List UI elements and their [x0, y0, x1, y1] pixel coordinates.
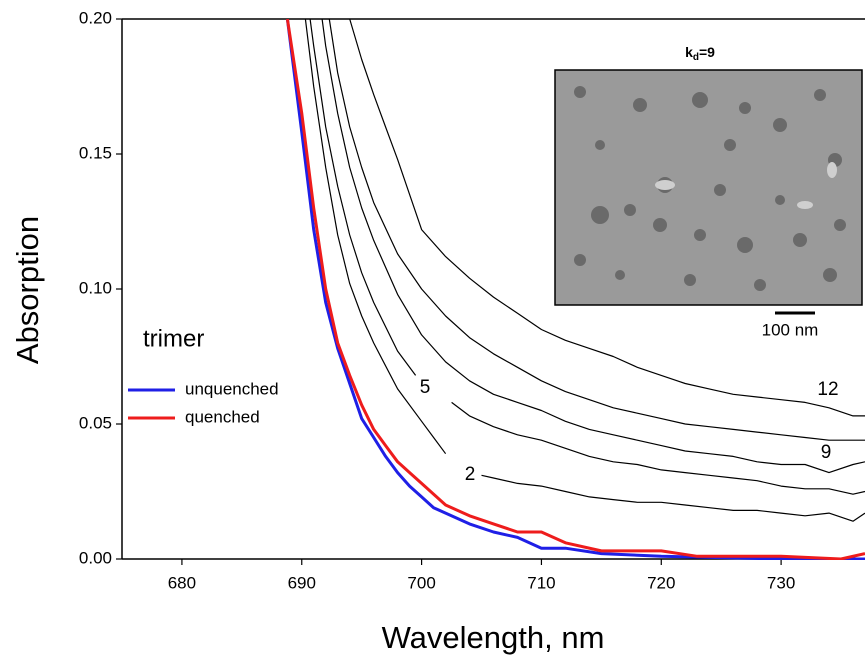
x-tick-label: 710: [527, 573, 555, 592]
scale-bar-label: 100 nm: [762, 320, 819, 339]
y-axis-title: Absorption: [10, 216, 45, 364]
plot-lines: [285, 19, 865, 560]
inset-image: [554, 69, 863, 306]
series-line: [328, 19, 865, 441]
series-line: [349, 19, 865, 417]
series-line: [285, 19, 865, 560]
inset-highlights: [655, 162, 837, 209]
x-tick-label: 680: [168, 573, 196, 592]
curve-label: 9: [821, 442, 832, 463]
x-tick-label: 700: [407, 573, 435, 592]
x-tick-label: 720: [647, 573, 675, 592]
inset-title: kd=9: [685, 44, 715, 63]
legend-label: unquenched: [185, 379, 279, 398]
legend-label: quenched: [185, 407, 260, 426]
series-line: [321, 19, 865, 474]
curve-label: 12: [817, 379, 838, 400]
inset-title-rest: =9: [699, 44, 715, 60]
y-tick-label: 0.20: [79, 8, 112, 27]
inset-title-sub: d: [693, 52, 699, 63]
series-line: [304, 19, 865, 522]
inset-title-main: k: [685, 44, 693, 60]
series-line: [285, 19, 865, 560]
legend-title: trimer: [143, 325, 204, 352]
y-tick-label: 0.15: [79, 143, 112, 162]
curve-label: 5: [420, 377, 431, 398]
series-line: [309, 19, 865, 495]
x-tick-label: 690: [288, 573, 316, 592]
axes: 0.00 0.05 0.10 0.15 0.20 680 690 700 710 720 730: [79, 8, 865, 592]
y-tick-label: 0.10: [79, 278, 112, 297]
y-tick-label: 0.00: [79, 548, 112, 567]
x-tick-label: 730: [767, 573, 795, 592]
inset: kd=9 100 nm: [554, 44, 863, 339]
y-tick-label: 0.05: [79, 413, 112, 432]
curve-label: 2: [465, 464, 476, 485]
x-axis-title: Wavelength, nm: [382, 620, 605, 655]
